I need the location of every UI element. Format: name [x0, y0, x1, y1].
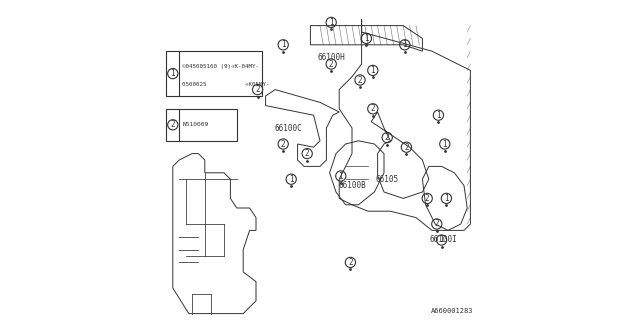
Text: 1: 1	[329, 18, 333, 27]
Text: 66100B: 66100B	[338, 181, 366, 190]
Text: 1: 1	[444, 194, 449, 203]
Text: 1: 1	[364, 34, 369, 43]
Text: 1: 1	[281, 40, 285, 49]
Text: 2: 2	[329, 60, 333, 68]
Text: 66100I: 66100I	[429, 236, 457, 244]
Text: 2: 2	[385, 133, 390, 142]
Text: 2: 2	[255, 85, 260, 94]
Text: 1: 1	[439, 236, 444, 244]
Text: 66105: 66105	[376, 175, 399, 184]
Text: 2: 2	[348, 258, 353, 267]
Text: 2: 2	[425, 194, 429, 203]
Text: ©045005160 (9)«K-04MY-: ©045005160 (9)«K-04MY-	[182, 64, 259, 69]
Text: 1: 1	[442, 140, 447, 148]
Text: 2: 2	[358, 76, 362, 84]
Text: N510009: N510009	[182, 122, 209, 127]
Text: 1: 1	[403, 40, 407, 49]
Text: 2: 2	[435, 220, 439, 228]
Text: 1: 1	[371, 66, 375, 75]
Text: 2: 2	[305, 149, 310, 158]
Text: 2: 2	[371, 104, 375, 113]
Text: 1: 1	[339, 172, 343, 180]
Text: 1: 1	[289, 175, 294, 184]
Text: 1: 1	[436, 111, 441, 120]
Text: 0500025           «K05MY-: 0500025 «K05MY-	[182, 82, 270, 87]
Text: 2: 2	[281, 140, 285, 148]
Bar	[166, 109, 237, 141]
Bar	[166, 51, 262, 96]
Text: 66100H: 66100H	[317, 53, 345, 62]
Text: A660001283: A660001283	[431, 308, 474, 314]
Text: 66100C: 66100C	[274, 124, 302, 132]
Text: 2: 2	[404, 143, 409, 152]
Text: 1: 1	[170, 69, 175, 78]
Text: 2: 2	[170, 120, 175, 129]
